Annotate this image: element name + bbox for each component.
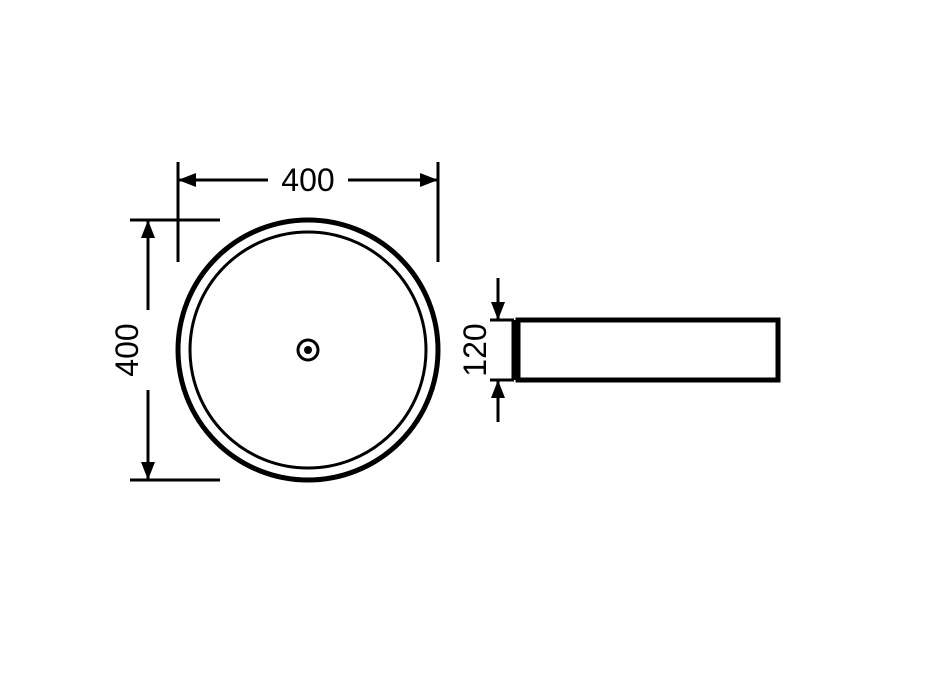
dim-depth-label: 120 [457, 323, 493, 376]
arrowhead [491, 380, 505, 398]
basin-side-rect [518, 320, 778, 380]
technical-drawing: 400 400 120 [0, 0, 928, 686]
arrowhead [420, 173, 438, 187]
arrowhead [141, 462, 155, 480]
arrowhead [178, 173, 196, 187]
arrowhead [141, 220, 155, 238]
dim-height-label: 400 [109, 323, 145, 376]
dim-width-label: 400 [281, 162, 334, 198]
arrowhead [491, 302, 505, 320]
drain-inner [304, 346, 312, 354]
